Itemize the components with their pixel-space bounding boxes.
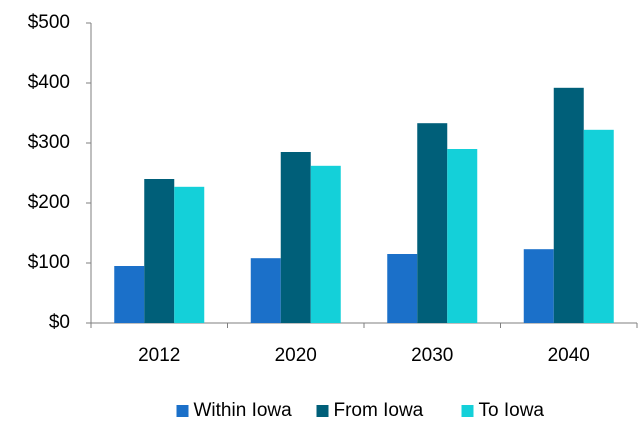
bar [447, 149, 478, 323]
legend-label: To Iowa [479, 400, 545, 421]
bar [310, 165, 341, 323]
y-tick-label: $200 [28, 192, 70, 213]
bar [250, 258, 281, 323]
bar [144, 179, 175, 323]
bar [523, 249, 554, 323]
legend-label: Within Iowa [194, 400, 293, 421]
bar [417, 123, 448, 323]
bar [387, 254, 418, 323]
x-tick-label: 2012 [138, 345, 180, 366]
y-tick-label: $400 [28, 72, 70, 93]
bar [583, 129, 614, 323]
bar [174, 186, 205, 323]
y-tick-label: $0 [49, 312, 70, 333]
y-tick-label: $100 [28, 252, 70, 273]
legend-swatch [461, 405, 474, 417]
bar [280, 152, 311, 323]
bar [114, 266, 145, 323]
y-tick-label: $500 [28, 12, 70, 33]
x-tick-label: 2030 [411, 345, 453, 366]
bar [553, 87, 584, 323]
legend-swatch [176, 405, 189, 417]
legend-label: From Iowa [334, 400, 424, 421]
x-tick-label: 2040 [548, 345, 590, 366]
y-tick-label: $300 [28, 132, 70, 153]
legend-swatch [316, 405, 329, 417]
x-tick-label: 2020 [275, 345, 317, 366]
